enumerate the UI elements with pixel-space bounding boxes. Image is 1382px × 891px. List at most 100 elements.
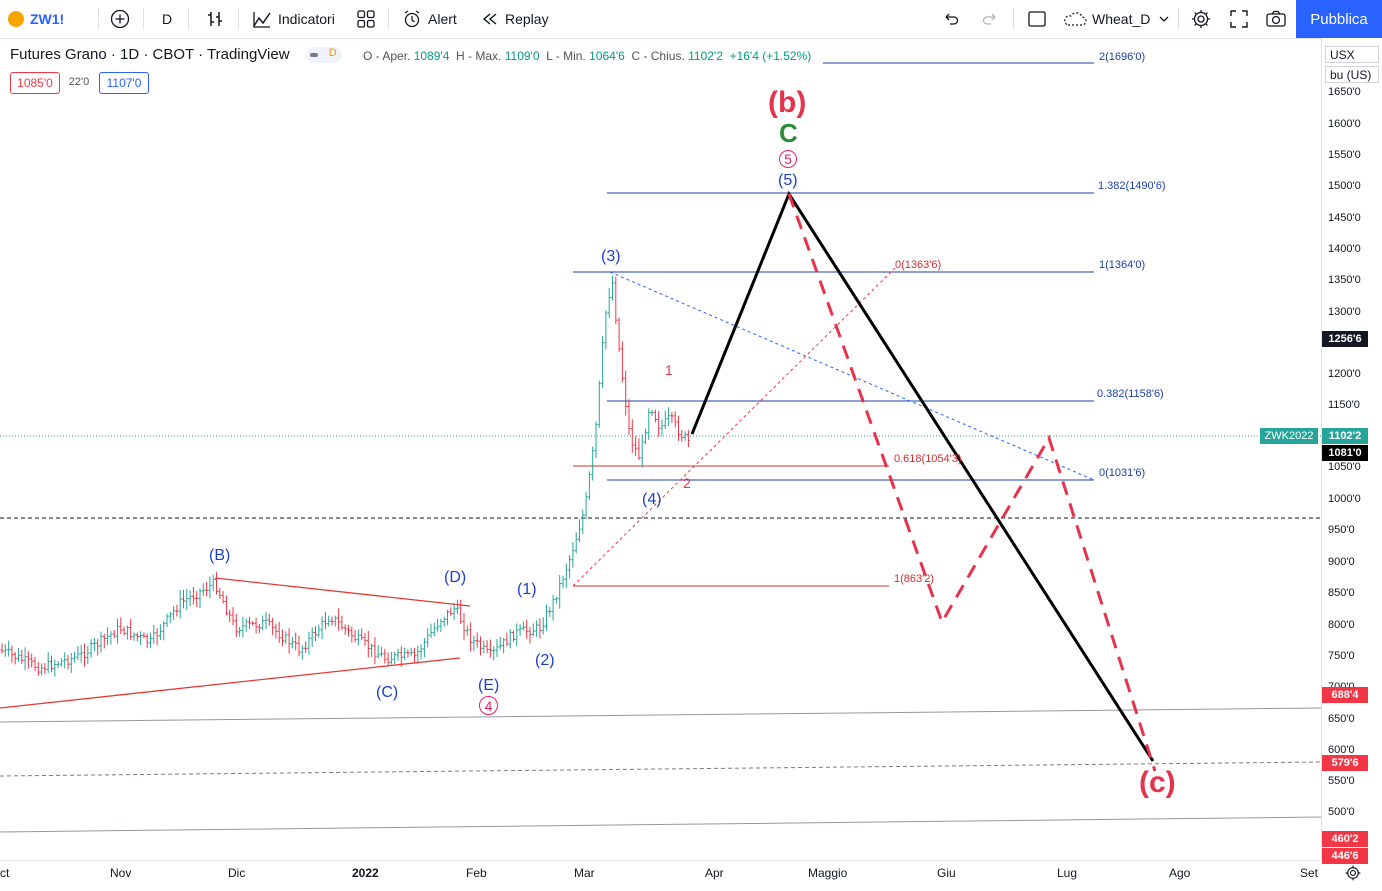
wave-label-5-circle: 5 [779,150,797,168]
price-label-688: 688'4 [1322,687,1368,703]
buy-price-button[interactable]: 1107'0 [99,72,149,94]
plus-circle-icon [110,9,130,29]
currency-select[interactable]: USX [1325,46,1379,63]
wave-label-1: (1) [517,581,537,598]
price-tick: 900'0 [1328,556,1355,568]
time-tick: Giu [937,866,956,880]
snapshot-button[interactable] [1265,0,1287,38]
fib-label-2: 2(1696'0) [1099,51,1146,63]
chart-title: Futures Grano · 1D · CBOT · TradingView … [10,46,342,64]
undo-icon [945,13,959,25]
time-tick: ct [0,866,10,880]
templates-button[interactable] [356,0,376,38]
fib-red-label-0618: 0.618(1054'3) [894,453,962,465]
alert-button[interactable]: Alert [402,0,457,38]
divider [1013,8,1014,30]
wave-label-c-big: (c) [1139,766,1176,799]
grey-trendline-dashed [0,761,1321,777]
interval-badge: D [305,47,342,64]
price-tick: 500'0 [1328,806,1355,818]
indicators-icon [253,12,271,28]
bar-chart-icon [208,12,222,26]
time-tick: Dic [228,866,246,880]
wave-label-B: (B) [209,547,231,564]
time-axis[interactable] [0,860,1321,891]
symbol-search-button[interactable]: ZW1! [8,0,64,38]
projection-black-path [690,190,1155,762]
price-label-1081: 1081'0 [1322,445,1368,461]
unit-select[interactable]: bu (US) [1325,66,1379,83]
publish-label: Pubblica [1310,10,1368,28]
time-tick: Feb [466,866,487,880]
rewind-icon [482,13,497,25]
ohlc-values: O - Aper. 1089'4 H - Max. 1109'0 L - Min… [363,49,812,63]
time-tick: Mar [574,866,595,880]
price-tick: 1050'0 [1328,461,1361,473]
time-tick: 2022 [352,866,379,880]
gear-icon [1345,865,1361,881]
interval-button[interactable]: D [162,0,172,38]
save-layout-button[interactable]: Wheat_D [1062,0,1170,38]
triangle-lower-line [0,657,461,709]
price-label-579: 579'6 [1322,755,1368,771]
divider [188,8,189,30]
alarm-clock-icon [404,10,420,28]
fib-red-label-1: 1(863'2) [894,573,935,585]
layout-select-button[interactable] [1027,0,1047,38]
add-symbol-button[interactable] [110,0,130,38]
grey-trendline-upper [0,707,1321,723]
price-tick: 1450'0 [1328,212,1361,224]
fib-label-1382: 1.382(1490'6) [1098,180,1166,192]
wave-label-1-red: 1 [665,362,673,378]
current-price-label: 1102'2 [1322,428,1368,444]
cloud-icon [1064,12,1087,26]
red-dashed-diagonal [572,267,896,587]
undo-button[interactable] [942,0,960,38]
indicators-label: Indicatori [278,11,335,27]
fullscreen-button[interactable] [1229,0,1249,38]
symbol-label: ZW1! [30,11,65,27]
replay-button[interactable]: Replay [481,0,549,38]
price-tick: 1550'0 [1328,149,1361,161]
fib-label-1: 1(1364'0) [1099,259,1146,271]
price-tick: 850'0 [1328,587,1355,599]
time-tick: Nov [110,866,132,880]
fib-red-label-0: 0(1363'6) [895,259,942,271]
wave-label-3: (3) [601,248,621,265]
settings-button[interactable] [1190,0,1212,38]
chevron-down-icon [1159,16,1169,22]
price-tick: 1350'0 [1328,274,1361,286]
grey-trendline-lower [0,816,1321,833]
redo-icon [982,13,996,25]
price-tick: 750'0 [1328,650,1355,662]
price-tick: 1500'0 [1328,180,1361,192]
wave-label-E: (E) [478,677,500,694]
axis-settings-button[interactable] [1344,864,1362,887]
sell-price-button[interactable]: 1085'0 [10,72,60,94]
price-label-460: 460'2 [1322,831,1368,847]
chart-type-button[interactable] [205,0,225,38]
toggle-dot-icon [309,53,318,58]
divider [143,8,144,30]
indicators-button[interactable]: Indicatori [252,0,335,38]
price-tick: 550'0 [1328,775,1355,787]
wave-label-2: (2) [535,652,555,669]
price-label-446: 446'6 [1322,848,1368,864]
price-tick: 1000'0 [1328,493,1361,505]
price-chart[interactable] [0,38,1321,860]
divider [388,8,389,30]
divider [98,8,99,30]
wave-label-2-red: 2 [683,475,691,491]
price-tick: 1150'0 [1328,399,1360,411]
price-tick: 800'0 [1328,619,1355,631]
divider [1178,8,1179,30]
publish-button[interactable]: Pubblica [1296,0,1382,38]
wave-label-4: (4) [642,491,662,508]
divider [238,8,239,30]
price-label-1256: 1256'6 [1322,331,1368,347]
fullscreen-icon [1230,10,1248,28]
price-tick: 650'0 [1328,713,1355,725]
chart-title-text: Futures Grano · 1D · CBOT · TradingView [10,46,290,63]
redo-button[interactable] [981,0,999,38]
wave-label-4-circle: 4 [479,696,498,715]
